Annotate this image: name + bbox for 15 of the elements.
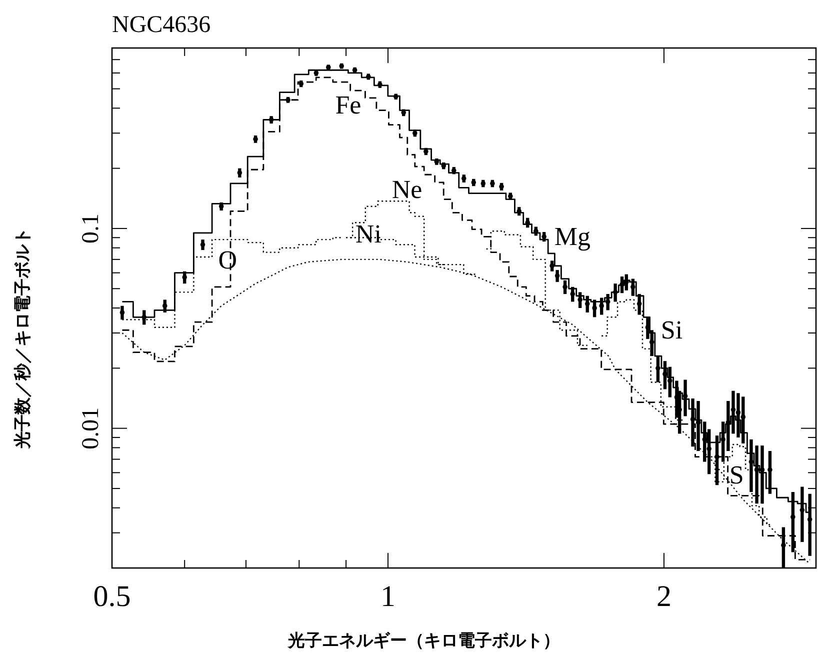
series-label: Si [660,316,683,345]
series-label: Fe [335,90,362,120]
y-axis-title: 光子数／秒／キロ電子ボルト [13,228,33,450]
series-label: Ne [392,175,422,204]
chart-title: NGC4636 [112,12,211,38]
series-label: Mg [554,222,591,252]
x-tick-label: 0.5 [93,580,131,613]
y-tick-label: 0.01 [78,407,104,450]
series-label: Ni [355,220,382,249]
series-label: S [729,460,744,490]
x-axis-title: 光子エネルギー（キロ電子ボルト） [287,631,560,651]
x-tick-label: 1 [380,580,396,613]
series-label: O [218,246,237,275]
y-tick-label: 0.1 [78,213,104,244]
x-tick-label: 2 [656,580,672,613]
